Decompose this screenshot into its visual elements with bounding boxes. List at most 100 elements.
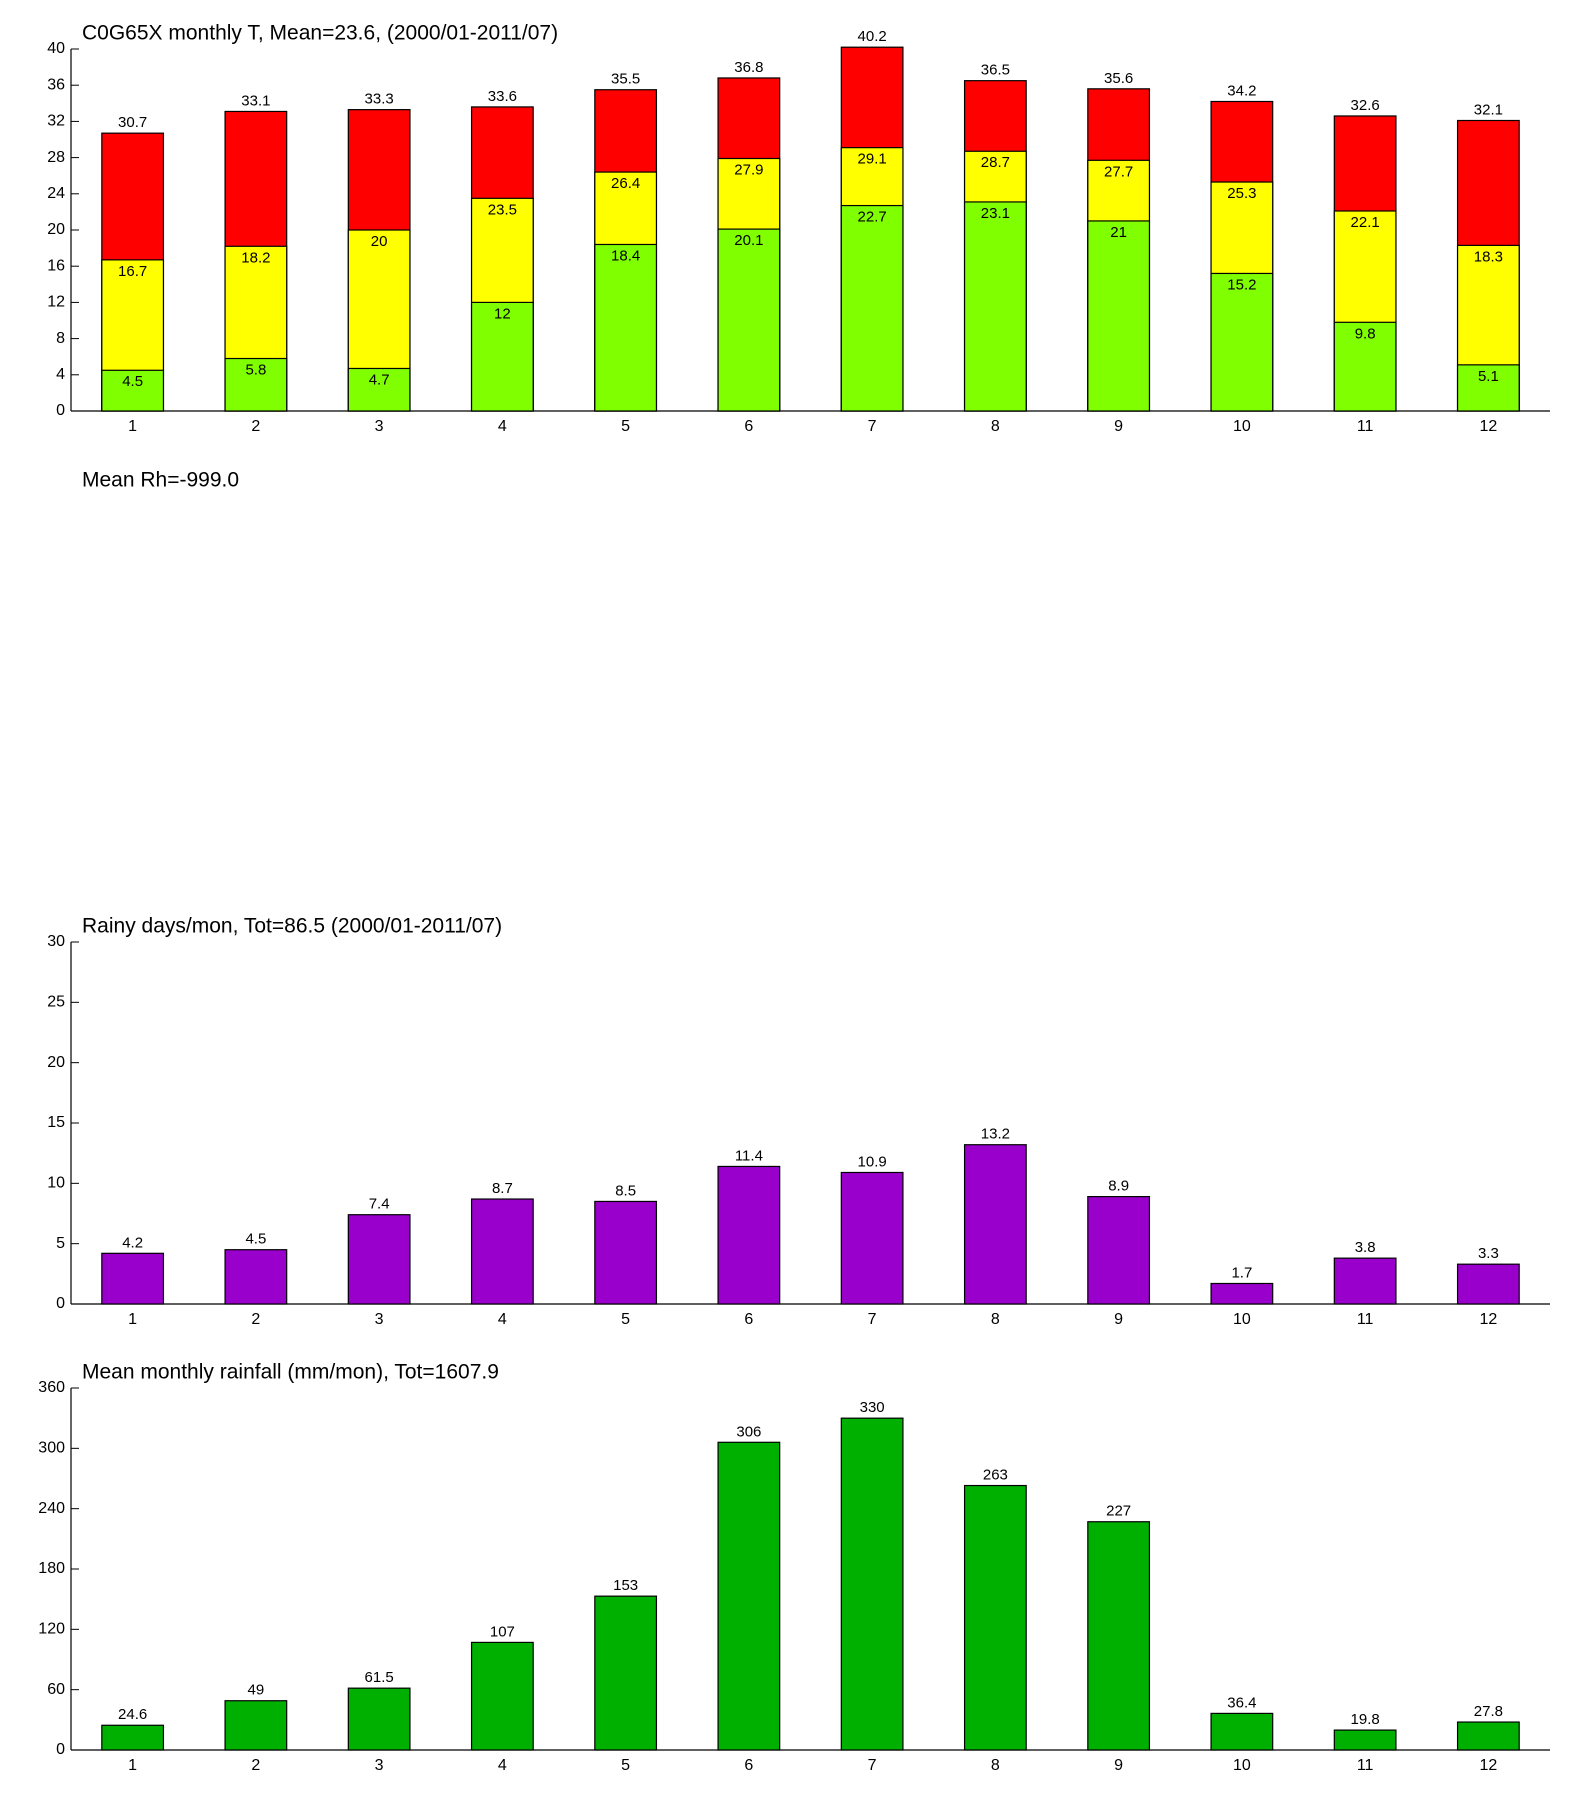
y-tick-label: 24 (47, 185, 65, 202)
x-tick-label: 1 (128, 1757, 137, 1774)
y-tick-label: 16 (47, 257, 65, 274)
value-label: 10.9 (858, 1153, 887, 1170)
value-label: 306 (736, 1423, 761, 1440)
y-tick-label: 10 (47, 1175, 65, 1192)
bar (1333, 1257, 1397, 1305)
value-label: 49 (248, 1682, 265, 1699)
value-label: 3.8 (1355, 1239, 1376, 1256)
y-tick-label: 240 (38, 1500, 65, 1517)
value-label: 36.4 (1227, 1694, 1256, 1711)
value-label: 263 (983, 1467, 1008, 1484)
value-label: 24.6 (118, 1706, 147, 1723)
x-tick-label: 1 (128, 1311, 137, 1328)
value-label: 36.8 (734, 59, 763, 76)
value-label: 33.1 (241, 92, 270, 109)
value-label: 30.7 (118, 114, 147, 131)
y-tick-label: 20 (47, 1054, 65, 1071)
value-label: 5.1 (1478, 368, 1499, 385)
y-tick-label: 120 (38, 1621, 65, 1638)
x-tick-label: 7 (868, 418, 877, 435)
value-label: 18.3 (1474, 248, 1503, 265)
value-label: 8.5 (615, 1182, 636, 1199)
value-label: 33.3 (365, 91, 394, 108)
x-tick-label: 12 (1479, 418, 1497, 435)
x-tick-label: 4 (498, 1757, 507, 1774)
value-label: 4.7 (369, 371, 390, 388)
x-tick-label: 3 (375, 1757, 384, 1774)
bar (1210, 1282, 1274, 1305)
x-tick-label: 5 (621, 418, 630, 435)
bar (470, 301, 534, 412)
x-tick-label: 12 (1479, 1757, 1497, 1774)
value-label: 7.4 (369, 1196, 390, 1213)
value-label: 21 (1110, 224, 1127, 241)
value-label: 33.6 (488, 88, 517, 105)
bar (347, 367, 411, 412)
bar (1333, 1729, 1397, 1751)
bar (101, 1252, 165, 1305)
y-tick-label: 60 (47, 1681, 65, 1698)
value-label: 12 (494, 305, 511, 322)
x-tick-label: 8 (991, 1311, 1000, 1328)
y-tick-label: 360 (38, 1379, 65, 1396)
x-tick-label: 2 (251, 1311, 260, 1328)
value-label: 29.1 (858, 151, 887, 168)
value-label: 22.7 (858, 209, 887, 226)
bar (101, 1724, 165, 1751)
y-tick-label: 4 (56, 366, 65, 383)
chart-title: Mean Rh=-999.0 (82, 469, 239, 492)
x-tick-label: 11 (1357, 418, 1374, 435)
value-label: 35.6 (1104, 70, 1133, 87)
x-tick-label: 7 (868, 1757, 877, 1774)
bar (1210, 1712, 1274, 1751)
bar (1087, 1196, 1151, 1305)
y-tick-label: 180 (38, 1560, 65, 1577)
bar (963, 1144, 1027, 1305)
bar (1456, 1721, 1520, 1751)
value-label: 107 (490, 1623, 515, 1640)
bar (1333, 321, 1397, 412)
bar (347, 1687, 411, 1751)
bar (840, 1171, 904, 1305)
bar (224, 1700, 288, 1751)
value-label: 25.3 (1227, 185, 1256, 202)
value-label: 27.7 (1104, 163, 1133, 180)
bar (594, 243, 658, 412)
x-tick-label: 6 (744, 418, 753, 435)
x-tick-label: 9 (1114, 1311, 1123, 1328)
y-tick-label: 15 (47, 1114, 65, 1131)
x-tick-label: 8 (991, 418, 1000, 435)
value-label: 34.2 (1227, 82, 1256, 99)
value-label: 20.1 (734, 232, 763, 249)
x-tick-label: 4 (498, 1311, 507, 1328)
bar (840, 1417, 904, 1751)
value-label: 5.8 (245, 361, 266, 378)
value-label: 1.7 (1231, 1264, 1252, 1281)
value-label: 11.4 (735, 1147, 763, 1164)
y-tick-label: 36 (47, 76, 65, 93)
bar (224, 357, 288, 412)
value-label: 8.7 (492, 1180, 513, 1197)
value-label: 20 (371, 233, 388, 250)
value-label: 32.6 (1351, 97, 1380, 114)
bar (101, 369, 165, 412)
value-label: 27.9 (734, 161, 763, 178)
bar (1087, 1521, 1151, 1751)
x-tick-label: 8 (991, 1757, 1000, 1774)
value-label: 61.5 (365, 1669, 394, 1686)
bar (1456, 364, 1520, 412)
y-tick-label: 0 (56, 1295, 65, 1312)
bar (470, 1198, 534, 1305)
x-tick-label: 6 (744, 1311, 753, 1328)
bar (594, 1200, 658, 1305)
x-tick-label: 10 (1233, 418, 1251, 435)
y-tick-label: 25 (47, 994, 65, 1011)
x-tick-label: 5 (621, 1311, 630, 1328)
x-tick-label: 4 (498, 418, 507, 435)
bar (963, 201, 1027, 412)
chart-title: Rainy days/mon, Tot=86.5 (2000/01-2011/0… (82, 915, 502, 938)
x-tick-label: 9 (1114, 1757, 1123, 1774)
x-tick-label: 11 (1357, 1757, 1374, 1774)
x-tick-label: 5 (621, 1757, 630, 1774)
x-tick-label: 3 (375, 1311, 384, 1328)
